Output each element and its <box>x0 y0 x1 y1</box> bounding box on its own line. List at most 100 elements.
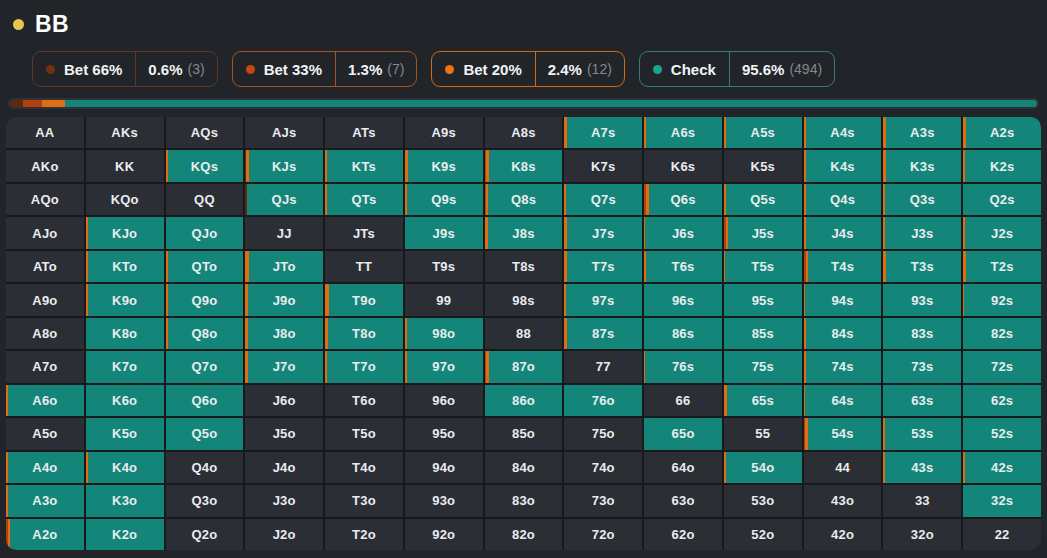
hand-cell-J3o[interactable]: J3o <box>245 485 323 516</box>
hand-cell-65s[interactable]: 65s <box>724 385 802 416</box>
hand-cell-A4o[interactable]: A4o <box>6 452 84 483</box>
hand-cell-54s[interactable]: 54s <box>804 418 882 449</box>
hand-cell-Q4s[interactable]: Q4s <box>804 184 882 215</box>
hand-cell-94o[interactable]: 94o <box>405 452 483 483</box>
hand-cell-AA[interactable]: AA <box>6 117 84 148</box>
hand-cell-94s[interactable]: 94s <box>804 284 882 315</box>
hand-cell-Q3o[interactable]: Q3o <box>166 485 244 516</box>
hand-cell-T2s[interactable]: T2s <box>963 251 1041 282</box>
hand-cell-AQs[interactable]: AQs <box>166 117 244 148</box>
hand-cell-T4o[interactable]: T4o <box>325 452 403 483</box>
hand-cell-QQ[interactable]: QQ <box>166 184 244 215</box>
hand-cell-43o[interactable]: 43o <box>804 485 882 516</box>
hand-cell-A7s[interactable]: A7s <box>564 117 642 148</box>
hand-cell-KTo[interactable]: KTo <box>86 251 164 282</box>
hand-cell-QTo[interactable]: QTo <box>166 251 244 282</box>
hand-cell-J4o[interactable]: J4o <box>245 452 323 483</box>
hand-cell-J9s[interactable]: J9s <box>405 217 483 248</box>
hand-cell-A9s[interactable]: A9s <box>405 117 483 148</box>
hand-cell-K8o[interactable]: K8o <box>86 318 164 349</box>
hand-cell-53s[interactable]: 53s <box>883 418 961 449</box>
hand-cell-A3o[interactable]: A3o <box>6 485 84 516</box>
hand-cell-K4o[interactable]: K4o <box>86 452 164 483</box>
hand-cell-J7s[interactable]: J7s <box>564 217 642 248</box>
hand-cell-74s[interactable]: 74s <box>804 351 882 382</box>
hand-cell-86s[interactable]: 86s <box>644 318 722 349</box>
hand-cell-T8s[interactable]: T8s <box>485 251 563 282</box>
hand-cell-J9o[interactable]: J9o <box>245 284 323 315</box>
hand-cell-62s[interactable]: 62s <box>963 385 1041 416</box>
hand-cell-Q6s[interactable]: Q6s <box>644 184 722 215</box>
hand-cell-97s[interactable]: 97s <box>564 284 642 315</box>
hand-cell-J6o[interactable]: J6o <box>245 385 323 416</box>
hand-cell-52o[interactable]: 52o <box>724 519 802 550</box>
hand-cell-73s[interactable]: 73s <box>883 351 961 382</box>
hand-cell-J8s[interactable]: J8s <box>485 217 563 248</box>
hand-cell-84s[interactable]: 84s <box>804 318 882 349</box>
hand-cell-K9o[interactable]: K9o <box>86 284 164 315</box>
hand-cell-77[interactable]: 77 <box>564 351 642 382</box>
hand-cell-KTs[interactable]: KTs <box>325 150 403 181</box>
hand-cell-A4s[interactable]: A4s <box>804 117 882 148</box>
hand-cell-JTo[interactable]: JTo <box>245 251 323 282</box>
hand-cell-JJ[interactable]: JJ <box>245 217 323 248</box>
hand-cell-Q5s[interactable]: Q5s <box>724 184 802 215</box>
hand-cell-J5s[interactable]: J5s <box>724 217 802 248</box>
hand-cell-42o[interactable]: 42o <box>804 519 882 550</box>
hand-cell-82s[interactable]: 82s <box>963 318 1041 349</box>
hand-cell-63o[interactable]: 63o <box>644 485 722 516</box>
hand-cell-95o[interactable]: 95o <box>405 418 483 449</box>
hand-cell-Q3s[interactable]: Q3s <box>883 184 961 215</box>
hand-cell-83s[interactable]: 83s <box>883 318 961 349</box>
hand-cell-86o[interactable]: 86o <box>485 385 563 416</box>
hand-cell-QTs[interactable]: QTs <box>325 184 403 215</box>
hand-cell-AKs[interactable]: AKs <box>86 117 164 148</box>
hand-cell-A2s[interactable]: A2s <box>963 117 1041 148</box>
hand-cell-KJs[interactable]: KJs <box>245 150 323 181</box>
hand-cell-A6s[interactable]: A6s <box>644 117 722 148</box>
hand-cell-J6s[interactable]: J6s <box>644 217 722 248</box>
hand-cell-QJs[interactable]: QJs <box>245 184 323 215</box>
hand-cell-ATo[interactable]: ATo <box>6 251 84 282</box>
action-button-bet20[interactable]: Bet 20%2.4%(12) <box>431 51 624 87</box>
hand-cell-K7o[interactable]: K7o <box>86 351 164 382</box>
hand-cell-K6o[interactable]: K6o <box>86 385 164 416</box>
hand-cell-A5o[interactable]: A5o <box>6 418 84 449</box>
hand-cell-97o[interactable]: 97o <box>405 351 483 382</box>
hand-cell-82o[interactable]: 82o <box>485 519 563 550</box>
hand-cell-K2s[interactable]: K2s <box>963 150 1041 181</box>
hand-cell-J4s[interactable]: J4s <box>804 217 882 248</box>
hand-cell-A5s[interactable]: A5s <box>724 117 802 148</box>
hand-cell-87o[interactable]: 87o <box>485 351 563 382</box>
hand-cell-62o[interactable]: 62o <box>644 519 722 550</box>
hand-cell-85o[interactable]: 85o <box>485 418 563 449</box>
hand-cell-92s[interactable]: 92s <box>963 284 1041 315</box>
hand-cell-A7o[interactable]: A7o <box>6 351 84 382</box>
hand-cell-A9o[interactable]: A9o <box>6 284 84 315</box>
hand-cell-K5s[interactable]: K5s <box>724 150 802 181</box>
hand-cell-66[interactable]: 66 <box>644 385 722 416</box>
hand-cell-T3s[interactable]: T3s <box>883 251 961 282</box>
hand-cell-75o[interactable]: 75o <box>564 418 642 449</box>
hand-cell-Q6o[interactable]: Q6o <box>166 385 244 416</box>
hand-cell-93o[interactable]: 93o <box>405 485 483 516</box>
hand-cell-J2o[interactable]: J2o <box>245 519 323 550</box>
hand-cell-TT[interactable]: TT <box>325 251 403 282</box>
hand-cell-Q2o[interactable]: Q2o <box>166 519 244 550</box>
hand-cell-K5o[interactable]: K5o <box>86 418 164 449</box>
hand-cell-A8s[interactable]: A8s <box>485 117 563 148</box>
hand-cell-44[interactable]: 44 <box>804 452 882 483</box>
hand-cell-85s[interactable]: 85s <box>724 318 802 349</box>
hand-cell-AJo[interactable]: AJo <box>6 217 84 248</box>
hand-cell-J3s[interactable]: J3s <box>883 217 961 248</box>
hand-cell-AKo[interactable]: AKo <box>6 150 84 181</box>
hand-cell-T8o[interactable]: T8o <box>325 318 403 349</box>
hand-cell-Q7o[interactable]: Q7o <box>166 351 244 382</box>
hand-cell-87s[interactable]: 87s <box>564 318 642 349</box>
hand-cell-64s[interactable]: 64s <box>804 385 882 416</box>
hand-cell-K6s[interactable]: K6s <box>644 150 722 181</box>
hand-cell-Q8s[interactable]: Q8s <box>485 184 563 215</box>
hand-cell-99[interactable]: 99 <box>405 284 483 315</box>
hand-cell-95s[interactable]: 95s <box>724 284 802 315</box>
hand-cell-A2o[interactable]: A2o <box>6 519 84 550</box>
